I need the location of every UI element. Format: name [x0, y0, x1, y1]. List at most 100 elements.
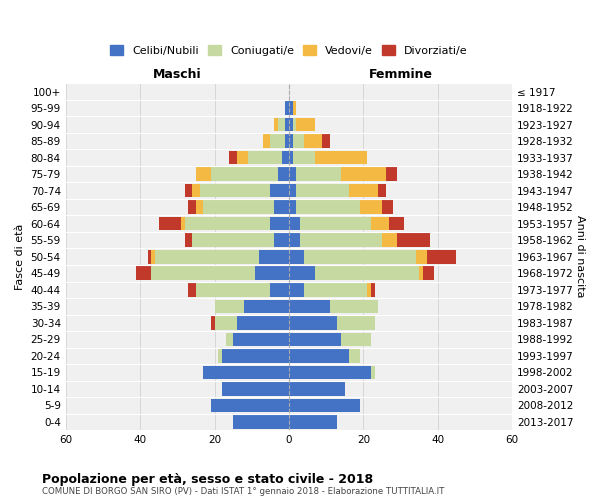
Bar [211, 316, 215, 330]
Bar [371, 366, 374, 379]
Bar [185, 234, 192, 247]
Bar [222, 382, 289, 396]
Bar [136, 266, 151, 280]
Text: COMUNE DI BORGO SAN SIRO (PV) - Dati ISTAT 1° gennaio 2018 - Elaborazione TUTTIT: COMUNE DI BORGO SAN SIRO (PV) - Dati IST… [42, 488, 445, 496]
Bar [289, 118, 293, 132]
Bar [293, 102, 296, 115]
Bar [233, 332, 289, 346]
Bar [397, 234, 430, 247]
Bar [289, 316, 337, 330]
Bar [211, 168, 278, 181]
Bar [155, 250, 259, 264]
Bar [271, 134, 285, 148]
Text: Popolazione per età, sesso e stato civile - 2018: Popolazione per età, sesso e stato civil… [42, 472, 373, 486]
Bar [289, 168, 296, 181]
Bar [274, 200, 289, 214]
Bar [229, 151, 237, 164]
Bar [322, 134, 330, 148]
Bar [285, 102, 289, 115]
Bar [215, 300, 244, 313]
Bar [181, 217, 185, 230]
Bar [192, 184, 200, 198]
Bar [289, 332, 341, 346]
Bar [285, 118, 289, 132]
Bar [349, 184, 378, 198]
Bar [304, 250, 416, 264]
Bar [416, 250, 427, 264]
Bar [244, 300, 289, 313]
Bar [200, 184, 271, 198]
Bar [296, 200, 359, 214]
Bar [300, 234, 382, 247]
Bar [382, 200, 393, 214]
Bar [218, 349, 222, 362]
Bar [185, 184, 192, 198]
Bar [300, 217, 371, 230]
Bar [237, 151, 248, 164]
Bar [296, 184, 349, 198]
Bar [367, 283, 371, 296]
Bar [289, 184, 296, 198]
Bar [289, 300, 330, 313]
Bar [386, 168, 397, 181]
Bar [289, 234, 300, 247]
Bar [274, 234, 289, 247]
Bar [289, 415, 337, 428]
Bar [349, 349, 359, 362]
Bar [378, 184, 386, 198]
Bar [371, 217, 389, 230]
Bar [196, 200, 203, 214]
Bar [296, 118, 315, 132]
Bar [281, 151, 289, 164]
Bar [382, 234, 397, 247]
Bar [359, 200, 382, 214]
Bar [289, 283, 304, 296]
Bar [271, 217, 289, 230]
Bar [196, 283, 271, 296]
Bar [188, 283, 196, 296]
Bar [289, 250, 304, 264]
Bar [330, 300, 378, 313]
Bar [203, 200, 274, 214]
Text: Femmine: Femmine [368, 68, 433, 81]
Bar [196, 168, 211, 181]
Y-axis label: Fasce di età: Fasce di età [15, 224, 25, 290]
Bar [233, 415, 289, 428]
Bar [151, 250, 155, 264]
Bar [271, 283, 289, 296]
Bar [222, 349, 289, 362]
Y-axis label: Anni di nascita: Anni di nascita [575, 216, 585, 298]
Bar [215, 316, 237, 330]
Bar [341, 168, 386, 181]
Bar [289, 217, 300, 230]
Bar [315, 266, 419, 280]
Bar [293, 118, 296, 132]
Bar [289, 382, 345, 396]
Bar [289, 366, 371, 379]
Bar [151, 266, 256, 280]
Bar [293, 134, 304, 148]
Bar [259, 250, 289, 264]
Bar [296, 168, 341, 181]
Bar [293, 151, 315, 164]
Bar [274, 118, 278, 132]
Bar [304, 134, 322, 148]
Bar [226, 332, 233, 346]
Bar [278, 168, 289, 181]
Bar [341, 332, 371, 346]
Bar [389, 217, 404, 230]
Bar [211, 398, 289, 412]
Bar [289, 266, 315, 280]
Bar [185, 217, 271, 230]
Bar [289, 102, 293, 115]
Bar [289, 200, 296, 214]
Bar [237, 316, 289, 330]
Bar [203, 366, 289, 379]
Bar [419, 266, 423, 280]
Bar [304, 283, 367, 296]
Bar [278, 118, 285, 132]
Bar [159, 217, 181, 230]
Bar [289, 349, 349, 362]
Bar [271, 184, 289, 198]
Bar [285, 134, 289, 148]
